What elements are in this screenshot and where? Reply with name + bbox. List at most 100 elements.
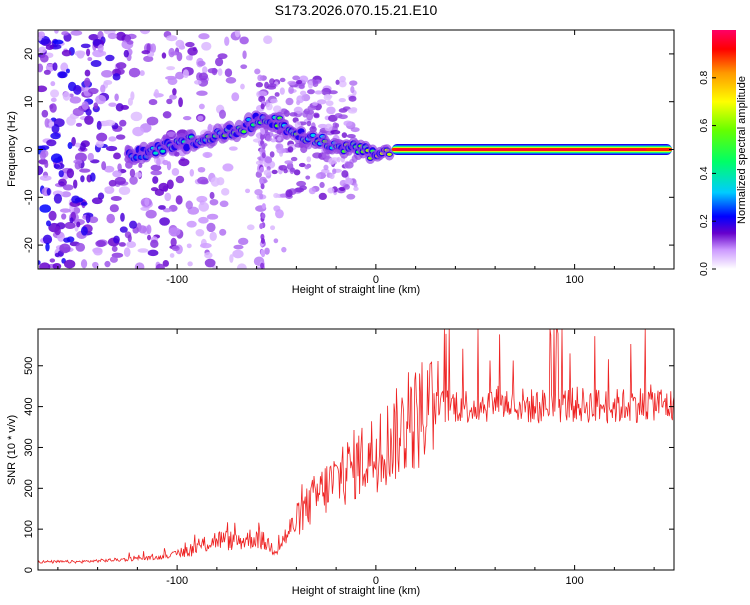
spectrogram-speckle	[239, 36, 249, 45]
spectrogram-speckle	[312, 80, 319, 88]
spectrogram-speckle	[273, 192, 279, 199]
spectrogram-x-ticks: -100 0 100	[57, 30, 655, 286]
spectrogram-speckle	[64, 221, 76, 230]
spectrogram-speckle	[118, 186, 131, 195]
spectrogram-speckle	[209, 191, 215, 200]
spectrogram-speckle	[323, 94, 332, 101]
spectrogram-speckle	[73, 84, 82, 95]
spectrogram-speckle	[279, 87, 285, 95]
spectrogram-speckle	[64, 259, 76, 269]
spectrogram-speckle	[233, 244, 244, 250]
spectrogram-speckle	[48, 121, 55, 127]
spectrogram-speckle	[328, 157, 336, 165]
spectrogram-speckle	[260, 249, 265, 256]
spectrogram-speckle	[293, 106, 303, 114]
spectrogram-speckle	[139, 70, 145, 77]
spectrogram-speckle	[353, 186, 359, 192]
spectrogram-speckle	[49, 103, 57, 113]
spectrogram-speckle	[338, 114, 348, 120]
spectrogram-speckle	[80, 43, 91, 49]
spectrogram-speckle	[84, 115, 94, 125]
spectrogram-speckle	[39, 204, 52, 213]
spectrogram-speckle	[211, 67, 218, 76]
spectrogram-speckle	[49, 258, 56, 263]
spectrogram-speckle	[120, 212, 125, 222]
spectrogram-speckle	[52, 62, 58, 71]
spectrogram-speckle	[112, 73, 121, 81]
spectrogram-speckle	[341, 170, 349, 178]
spectrogram-speckle	[50, 132, 61, 140]
spectrogram-speckle	[38, 85, 48, 93]
spectrogram-speckle	[175, 71, 185, 80]
spectrogram-speckle	[204, 252, 213, 259]
spectrogram-speckle	[260, 262, 265, 269]
spectrogram-speckle	[288, 86, 294, 95]
spectrogram-speckle	[39, 54, 49, 63]
spectrogram-speckle	[316, 99, 327, 105]
spectrogram-speckle	[48, 210, 57, 221]
spectrogram-speckle	[162, 260, 170, 267]
spectrogram-speckle	[257, 74, 263, 82]
spectrogram-speckle	[281, 246, 287, 253]
spectrogram-speckle	[168, 47, 175, 58]
spectrogram-speckle	[325, 100, 334, 107]
spectrogram-speckle	[202, 151, 213, 158]
spectrogram-speckle	[38, 46, 47, 54]
spectrogram-speckle	[283, 168, 288, 174]
spectrogram-speckle	[146, 224, 152, 235]
y-tick-label: 100	[23, 520, 35, 538]
spectrogram-speckle	[210, 177, 220, 187]
spectrogram-speckle	[169, 253, 175, 258]
spectrogram-speckle	[51, 123, 60, 134]
spectrogram-speckle	[318, 192, 327, 201]
spectrogram-speckle	[284, 160, 294, 165]
spectrogram-speckle	[313, 112, 320, 118]
spectrogram-speckle	[45, 242, 50, 252]
spectrogram-speckle	[100, 84, 106, 94]
snr-panel: -100 0 100 0 100 200 300 400 500 Height of stra…	[6, 328, 675, 597]
spectrogram-speckle	[307, 89, 315, 95]
spectrogram-speckle	[255, 82, 263, 88]
spectrogram-speckle	[72, 107, 84, 117]
spectrogram-speckle	[219, 200, 229, 208]
spectrogram-speckle	[330, 130, 341, 135]
spectrogram-speckle	[150, 164, 162, 171]
spectrogram-speckle	[171, 167, 180, 176]
spectrogram-speckle	[245, 188, 251, 194]
spectrogram-y-ticks: -20 -10 0 10 20	[23, 48, 674, 253]
spectrogram-speckle	[232, 249, 244, 259]
spectrogram-speckle	[175, 39, 185, 48]
y-tick-label: 500	[23, 357, 35, 375]
spectrogram-speckle	[338, 80, 347, 88]
spectrogram-speckle	[134, 262, 145, 269]
spectrogram-speckle	[66, 116, 76, 126]
y-tick-label: 10	[23, 96, 35, 108]
spectrogram-speckle	[95, 140, 104, 148]
snr-x-ticks: -100 0 100	[57, 329, 655, 587]
y-tick-label: 0	[23, 567, 35, 573]
y-tick-label: 300	[23, 438, 35, 456]
spectrogram-speckle	[277, 136, 282, 142]
spectrogram-speckle	[171, 245, 180, 251]
spectrogram-speckle	[104, 260, 111, 268]
spectrogram-speckle	[156, 157, 161, 167]
spectrogram-speckle	[63, 237, 71, 243]
spectrogram-speckle	[109, 256, 118, 263]
spectrogram-speckle	[74, 142, 81, 148]
spectrogram-speckle	[224, 36, 230, 47]
spectrogram-speckle	[46, 220, 51, 227]
spectrogram-speckle	[132, 126, 145, 137]
spectrogram-speckle	[103, 80, 113, 85]
spectrogram-speckle	[80, 201, 88, 206]
spectrogram-speckle	[150, 170, 163, 176]
spectrogram-speckle	[307, 105, 317, 111]
spectrogram-speckle	[162, 159, 169, 166]
spectrogram-speckle	[285, 189, 293, 198]
snr-x-label: Height of straight line (km)	[292, 585, 420, 597]
spectrogram-speckle	[327, 187, 335, 194]
spectrogram-speckle	[237, 237, 249, 245]
spectrogram-speckle	[105, 54, 115, 62]
spectrogram-speckle	[93, 247, 103, 256]
spectrogram-speckle	[306, 112, 314, 121]
